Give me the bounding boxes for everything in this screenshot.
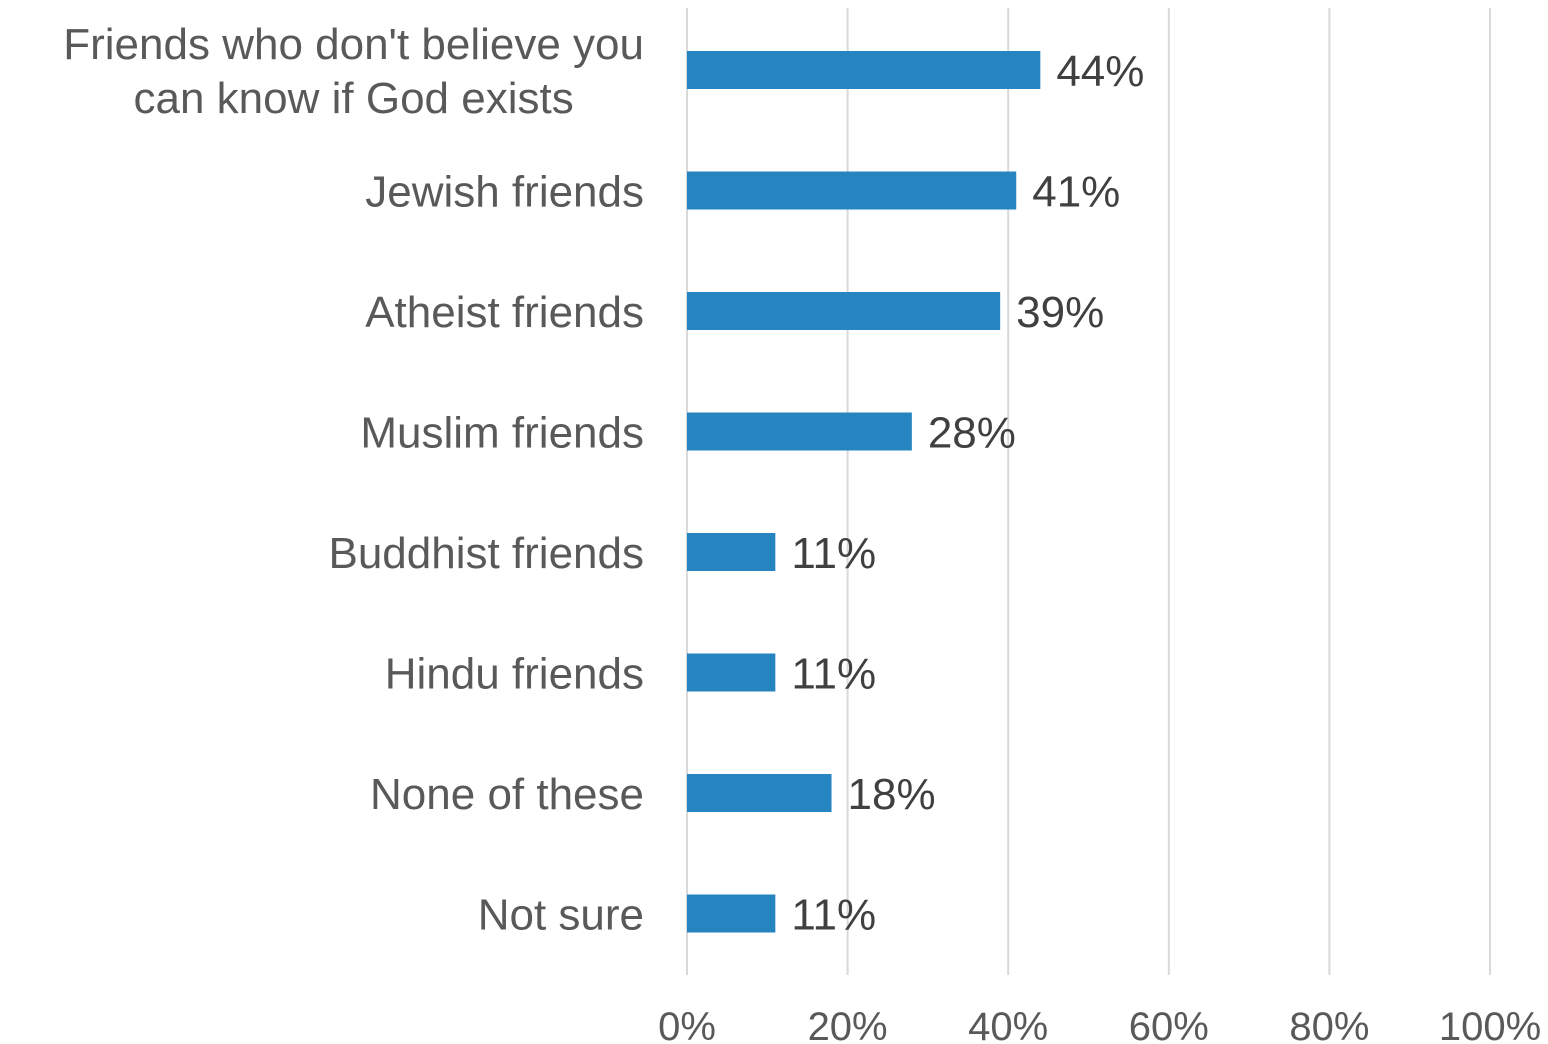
bar [687,51,1041,89]
x-tick-label: 60% [1129,1005,1209,1044]
value-labels: 44% 41% 39% 28% 11% 11% 18% 11% [791,47,1144,940]
category-label: Muslim friends [360,409,644,458]
value-label: 28% [928,409,1016,458]
value-label: 11% [791,650,876,699]
x-axis-tick-labels: 0% 20% 40% 60% 80% 100% [658,1005,1541,1044]
x-tick-label: 80% [1289,1005,1369,1044]
bar [687,412,912,451]
bar [687,171,1017,210]
value-label: 41% [1032,168,1120,217]
category-label: Hindu friends [385,650,644,699]
category-labels: Friends who don't believe you can know if… [63,20,644,940]
bar [687,894,776,933]
category-label: Jewish friends [365,168,644,217]
category-label: Not sure [478,891,644,940]
x-tick-label: 20% [808,1005,888,1044]
category-label: None of these [370,770,644,819]
category-label-line: can know if God exists [134,74,574,123]
bar [687,292,1001,330]
value-label: 18% [848,770,936,819]
bar [687,653,776,692]
bar [687,774,832,812]
bar [687,533,776,571]
category-label: Friends who don't believe you can know if… [63,20,644,123]
x-tick-label: 0% [658,1005,716,1044]
value-label: 11% [791,891,876,940]
gridlines [686,8,1491,975]
x-tick-label: 40% [968,1005,1048,1044]
x-tick-label: 100% [1439,1005,1541,1044]
value-label: 44% [1056,47,1144,96]
value-label: 11% [791,529,876,578]
category-label-line: Friends who don't believe you [63,20,644,69]
value-label: 39% [1016,288,1104,337]
category-label: Buddhist friends [328,529,644,578]
bars [687,51,1041,933]
category-label: Atheist friends [365,288,644,337]
